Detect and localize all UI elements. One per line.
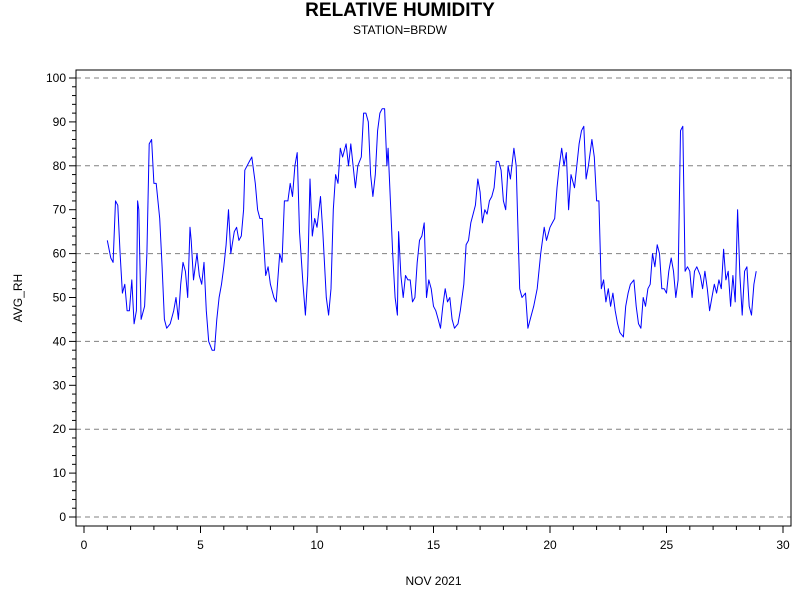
- y-axis-label: AVG_RH: [11, 274, 25, 322]
- y-tick-label: 100: [46, 71, 66, 85]
- y-tick-label: 50: [53, 291, 67, 305]
- y-tick-label: 80: [53, 159, 67, 173]
- chart-subtitle: STATION=BRDW: [353, 23, 447, 37]
- x-tick-label: 0: [81, 538, 88, 552]
- y-tick-label: 30: [53, 378, 67, 392]
- x-tick-label: 5: [197, 538, 204, 552]
- axis-ticks: 0 10 20 30 40 50 60 70 80 90 100 0 5 10 15 20 25 30: [46, 71, 790, 552]
- y-tick-label: 70: [53, 203, 67, 217]
- grid-lines: [76, 77, 791, 518]
- series-layer: [106, 108, 757, 351]
- y-tick-label: 90: [53, 115, 67, 129]
- y-tick-label: 40: [53, 334, 67, 348]
- y-tick-label: 10: [53, 466, 67, 480]
- y-tick-label: 0: [59, 510, 66, 524]
- x-tick-label: 25: [660, 538, 674, 552]
- x-tick-label: 15: [427, 538, 441, 552]
- x-axis-label: NOV 2021: [405, 574, 461, 588]
- x-tick-label: 20: [543, 538, 557, 552]
- x-tick-label: 30: [776, 538, 790, 552]
- y-tick-label: 20: [53, 422, 67, 436]
- plot-frame: [75, 69, 792, 527]
- series-line: [106, 108, 757, 351]
- x-tick-label: 10: [310, 538, 324, 552]
- chart-title: RELATIVE HUMIDITY: [305, 0, 495, 21]
- y-tick-label: 60: [53, 247, 67, 261]
